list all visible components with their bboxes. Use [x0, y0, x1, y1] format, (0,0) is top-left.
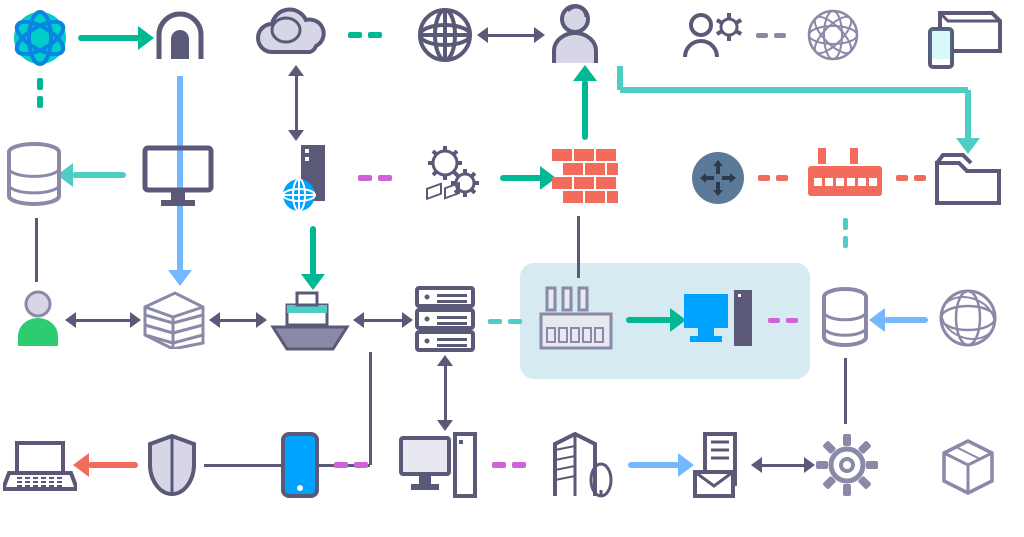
globe-wire-icon [416, 6, 474, 64]
package-icon [938, 435, 998, 495]
globe-iso-icon [937, 287, 999, 349]
shield-icon [146, 432, 198, 498]
mail-server-icon [691, 430, 749, 500]
devices-icon [926, 5, 1004, 71]
globe-thin-icon [805, 7, 861, 63]
person-icon [546, 3, 604, 67]
wall-icon [141, 287, 207, 349]
workstation-icon [680, 286, 756, 350]
desktop-icon [397, 430, 479, 500]
user-gear-icon [681, 9, 743, 61]
diagram-canvas [0, 0, 1024, 537]
laptop-icon [3, 437, 77, 493]
gear-icon [814, 432, 880, 498]
database-icon [5, 142, 63, 208]
database-small-icon [820, 287, 870, 349]
firewall-icon [552, 149, 618, 207]
folder-icon [933, 149, 1003, 207]
cloud-icon [254, 6, 334, 64]
server-globe-icon [281, 141, 345, 215]
factory-icon [537, 284, 615, 352]
phone-icon [279, 430, 321, 500]
user-green-icon [14, 288, 62, 348]
server-rack-icon [413, 282, 477, 354]
atom-icon [11, 9, 69, 67]
building-icon [549, 430, 615, 500]
gears-icon [421, 145, 489, 211]
switch-icon [806, 148, 884, 208]
tunnel-icon [151, 9, 209, 67]
monitor-icon [139, 142, 217, 208]
ship-icon [267, 287, 353, 353]
router-icon [690, 150, 746, 206]
